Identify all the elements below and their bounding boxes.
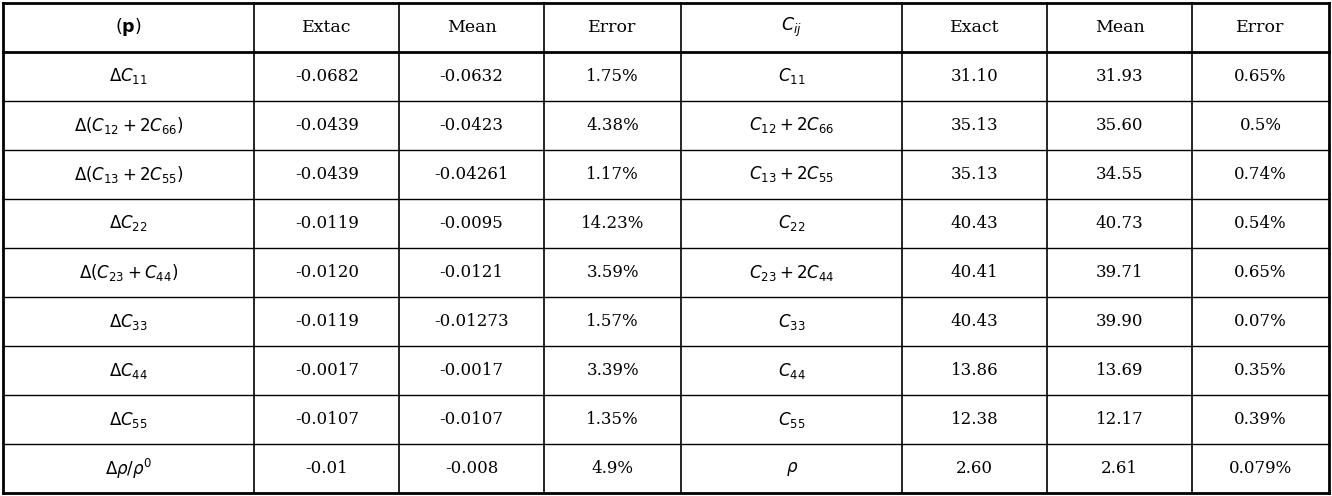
Text: -0.0017: -0.0017: [294, 362, 358, 379]
Text: 40.43: 40.43: [951, 313, 999, 330]
Text: 0.74%: 0.74%: [1235, 166, 1287, 183]
Text: 14.23%: 14.23%: [581, 215, 645, 232]
Text: $\Delta\rho/\rho^{0}$: $\Delta\rho/\rho^{0}$: [105, 457, 152, 481]
Text: 13.69: 13.69: [1096, 362, 1143, 379]
Text: $C_{11}$: $C_{11}$: [778, 66, 806, 86]
Text: -0.0107: -0.0107: [294, 411, 358, 428]
Text: -0.0121: -0.0121: [440, 264, 503, 281]
Text: 0.54%: 0.54%: [1235, 215, 1287, 232]
Text: 31.10: 31.10: [951, 68, 999, 85]
Text: 1.57%: 1.57%: [586, 313, 639, 330]
Text: $(\mathbf{p})$: $(\mathbf{p})$: [116, 16, 141, 38]
Text: -0.0095: -0.0095: [440, 215, 503, 232]
Text: 40.41: 40.41: [951, 264, 999, 281]
Text: $\Delta C_{22}$: $\Delta C_{22}$: [109, 213, 148, 234]
Text: 1.17%: 1.17%: [586, 166, 639, 183]
Text: 4.9%: 4.9%: [591, 460, 634, 477]
Text: 1.75%: 1.75%: [586, 68, 639, 85]
Text: $C_{12}+2C_{66}$: $C_{12}+2C_{66}$: [749, 116, 835, 135]
Text: $\rho$: $\rho$: [786, 460, 798, 478]
Text: 0.5%: 0.5%: [1240, 117, 1281, 134]
Text: 0.65%: 0.65%: [1235, 68, 1287, 85]
Text: 13.86: 13.86: [951, 362, 999, 379]
Text: $\Delta C_{11}$: $\Delta C_{11}$: [109, 66, 148, 86]
Text: 12.17: 12.17: [1096, 411, 1143, 428]
Text: 39.71: 39.71: [1096, 264, 1143, 281]
Text: Error: Error: [1236, 19, 1285, 36]
Text: 35.13: 35.13: [951, 117, 999, 134]
Text: $\Delta\left(C_{12}+2C_{66}\right)$: $\Delta\left(C_{12}+2C_{66}\right)$: [73, 115, 184, 136]
Text: -0.0017: -0.0017: [440, 362, 503, 379]
Text: $C_{13}+2C_{55}$: $C_{13}+2C_{55}$: [749, 165, 834, 185]
Text: 4.38%: 4.38%: [586, 117, 639, 134]
Text: 39.90: 39.90: [1096, 313, 1143, 330]
Text: $C_{44}$: $C_{44}$: [778, 361, 806, 380]
Text: -0.0439: -0.0439: [294, 117, 358, 134]
Text: $\Delta C_{33}$: $\Delta C_{33}$: [109, 311, 148, 331]
Text: -0.04261: -0.04261: [434, 166, 509, 183]
Text: -0.0439: -0.0439: [294, 166, 358, 183]
Text: -0.0119: -0.0119: [294, 313, 358, 330]
Text: 34.55: 34.55: [1096, 166, 1143, 183]
Text: 2.60: 2.60: [956, 460, 994, 477]
Text: $C_{ij}$: $C_{ij}$: [782, 16, 802, 39]
Text: -0.0120: -0.0120: [294, 264, 358, 281]
Text: 0.35%: 0.35%: [1235, 362, 1287, 379]
Text: $\Delta\left(C_{13}+2C_{55}\right)$: $\Delta\left(C_{13}+2C_{55}\right)$: [73, 164, 184, 185]
Text: $\Delta C_{55}$: $\Delta C_{55}$: [109, 410, 148, 430]
Text: Mean: Mean: [1095, 19, 1144, 36]
Text: 0.07%: 0.07%: [1235, 313, 1287, 330]
Text: 40.43: 40.43: [951, 215, 999, 232]
Text: $\Delta C_{44}$: $\Delta C_{44}$: [109, 361, 148, 380]
Text: Mean: Mean: [446, 19, 497, 36]
Text: -0.008: -0.008: [445, 460, 498, 477]
Text: Exact: Exact: [950, 19, 999, 36]
Text: $C_{22}$: $C_{22}$: [778, 213, 806, 234]
Text: 35.60: 35.60: [1096, 117, 1143, 134]
Text: 0.39%: 0.39%: [1235, 411, 1287, 428]
Text: -0.01273: -0.01273: [434, 313, 509, 330]
Text: 0.65%: 0.65%: [1235, 264, 1287, 281]
Text: -0.0119: -0.0119: [294, 215, 358, 232]
Text: 12.38: 12.38: [951, 411, 999, 428]
Text: -0.0632: -0.0632: [440, 68, 503, 85]
Text: $C_{23}+2C_{44}$: $C_{23}+2C_{44}$: [749, 262, 835, 283]
Text: $C_{33}$: $C_{33}$: [778, 311, 806, 331]
Text: 0.079%: 0.079%: [1229, 460, 1292, 477]
Text: -0.0682: -0.0682: [294, 68, 358, 85]
Text: 3.39%: 3.39%: [586, 362, 639, 379]
Text: $C_{55}$: $C_{55}$: [778, 410, 806, 430]
Text: 40.73: 40.73: [1096, 215, 1143, 232]
Text: Extac: Extac: [302, 19, 352, 36]
Text: 31.93: 31.93: [1096, 68, 1143, 85]
Text: 35.13: 35.13: [951, 166, 999, 183]
Text: $\Delta\left(C_{23}+C_{44}\right)$: $\Delta\left(C_{23}+C_{44}\right)$: [79, 262, 178, 283]
Text: 2.61: 2.61: [1102, 460, 1138, 477]
Text: 1.35%: 1.35%: [586, 411, 639, 428]
Text: 3.59%: 3.59%: [586, 264, 639, 281]
Text: -0.0423: -0.0423: [440, 117, 503, 134]
Text: -0.0107: -0.0107: [440, 411, 503, 428]
Text: Error: Error: [589, 19, 637, 36]
Text: -0.01: -0.01: [305, 460, 348, 477]
